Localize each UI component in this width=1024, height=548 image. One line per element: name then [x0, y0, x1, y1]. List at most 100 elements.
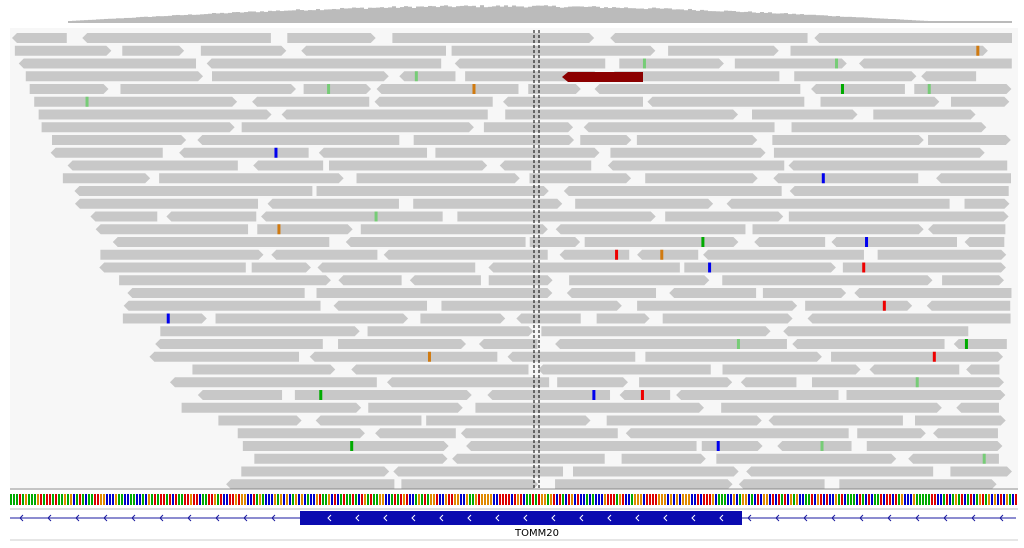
- coverage-bar: [156, 16, 160, 23]
- base: [880, 494, 882, 505]
- coverage-bar: [212, 12, 216, 23]
- coverage-bar: [232, 12, 236, 23]
- coverage-bar: [344, 8, 348, 23]
- coverage-bar: [324, 9, 328, 23]
- coverage-bar: [236, 12, 240, 23]
- base: [559, 494, 561, 505]
- read: [149, 351, 300, 362]
- read: [169, 377, 377, 388]
- base: [553, 494, 555, 505]
- coverage-bar: [772, 13, 776, 23]
- read: [487, 390, 611, 400]
- base: [883, 494, 885, 505]
- base: [430, 494, 432, 505]
- base: [502, 494, 504, 505]
- read: [215, 313, 409, 324]
- base: [820, 494, 822, 505]
- base: [613, 494, 615, 505]
- base: [625, 494, 627, 505]
- coverage-bar: [864, 17, 868, 23]
- coverage-bar: [956, 21, 960, 23]
- base: [592, 494, 594, 505]
- coverage-bar: [124, 17, 128, 23]
- read: [563, 186, 782, 196]
- base: [310, 494, 312, 505]
- read: [933, 428, 998, 439]
- read: [953, 339, 1007, 349]
- read: [516, 313, 581, 324]
- base: [469, 494, 471, 505]
- coverage-bar: [72, 20, 76, 23]
- base: [907, 494, 909, 505]
- coverage-bar: [356, 7, 360, 23]
- base: [829, 494, 831, 505]
- coverage-bar: [652, 7, 656, 23]
- base: [748, 494, 750, 505]
- read: [647, 96, 805, 107]
- coverage-bar: [468, 6, 472, 24]
- mismatch: [472, 84, 476, 94]
- mismatch: [716, 441, 720, 451]
- coverage-bar: [720, 11, 724, 23]
- read: [788, 160, 1008, 171]
- coverage-bar: [192, 14, 196, 23]
- read: [722, 275, 933, 286]
- base: [649, 494, 651, 505]
- coverage-bar: [688, 8, 692, 23]
- coverage-bar: [140, 16, 144, 23]
- base: [457, 494, 459, 505]
- coverage-bar: [984, 21, 988, 23]
- read: [942, 275, 1004, 286]
- base: [760, 494, 762, 505]
- base: [871, 494, 873, 505]
- base: [577, 494, 579, 505]
- coverage-bar: [304, 10, 308, 23]
- read: [345, 237, 526, 247]
- coverage-bar: [148, 16, 152, 23]
- coverage-bar: [392, 6, 396, 23]
- base: [52, 494, 54, 505]
- base: [322, 494, 324, 505]
- read: [607, 160, 785, 171]
- read: [82, 33, 271, 43]
- coverage-bar: [296, 9, 300, 23]
- coverage-bar: [888, 19, 892, 23]
- coverage-bar: [944, 21, 948, 23]
- base: [724, 494, 726, 505]
- read: [866, 441, 1003, 451]
- read: [789, 186, 1009, 196]
- coverage-bar: [120, 18, 124, 23]
- read: [452, 453, 605, 464]
- coverage-bar: [740, 12, 744, 23]
- mismatch: [882, 300, 886, 311]
- base: [151, 494, 153, 505]
- strand-arrow: [103, 514, 108, 522]
- coverage-bar: [744, 11, 748, 23]
- base: [247, 494, 249, 505]
- strand-arrow: [131, 514, 136, 522]
- read: [773, 147, 985, 158]
- read: [360, 224, 548, 235]
- read: [936, 173, 1012, 184]
- mismatch: [640, 390, 644, 400]
- read: [557, 377, 628, 388]
- coverage-bar: [684, 10, 688, 23]
- coverage-bar: [696, 10, 700, 23]
- read: [12, 33, 67, 43]
- mismatch: [85, 96, 89, 107]
- mismatch: [350, 441, 354, 451]
- coverage-bar: [284, 10, 288, 23]
- coverage-bar: [88, 19, 92, 23]
- read: [569, 275, 710, 286]
- read: [811, 377, 1004, 388]
- coverage-bar: [176, 14, 180, 23]
- base: [823, 494, 825, 505]
- base: [391, 494, 393, 505]
- base: [523, 494, 525, 505]
- coverage-bar: [568, 6, 572, 23]
- base: [538, 494, 540, 505]
- base: [484, 494, 486, 505]
- coverage-bar: [364, 8, 368, 23]
- strand-arrow: [327, 514, 332, 522]
